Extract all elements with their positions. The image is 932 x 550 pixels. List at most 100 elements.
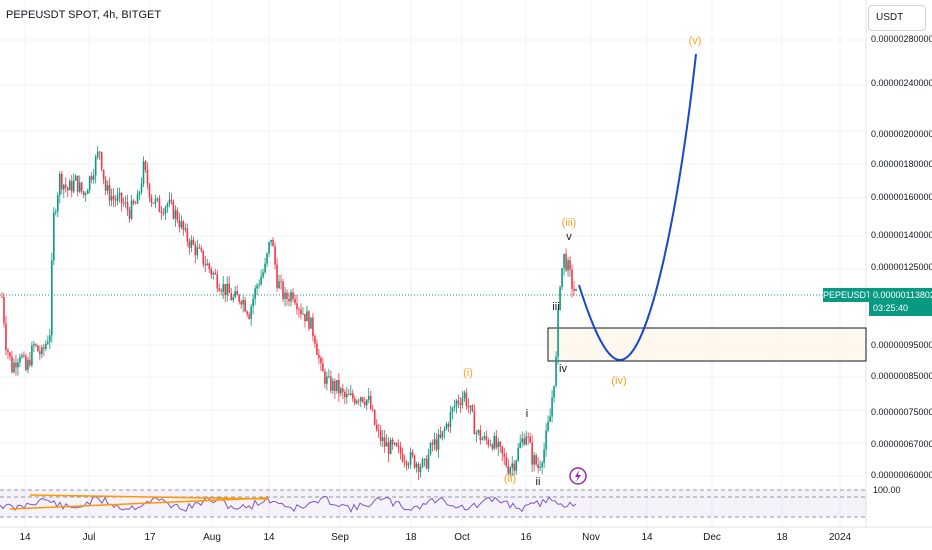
candle-body <box>294 298 296 304</box>
candle-body <box>419 466 422 472</box>
time-axis-label: Dec <box>703 532 721 543</box>
candle-body <box>349 393 352 395</box>
candle-body <box>228 283 231 294</box>
wave-label-iii-minor: (iii) <box>562 217 577 229</box>
candle-body <box>393 443 396 445</box>
candle-body <box>198 247 201 249</box>
candle-body <box>154 198 157 204</box>
candle-body <box>445 424 448 430</box>
candle-body <box>128 209 131 219</box>
elliott-projection-curve[interactable] <box>578 53 697 362</box>
candle-body <box>365 399 368 406</box>
candle-body <box>126 202 129 210</box>
candle-body <box>152 202 155 204</box>
candle-body <box>359 397 362 402</box>
candle-body <box>64 184 67 188</box>
candle-body <box>250 306 252 319</box>
candle-body <box>443 429 446 432</box>
candle-body <box>264 263 266 273</box>
candle-body <box>134 203 137 205</box>
candle-body <box>361 397 364 402</box>
candle-body <box>53 212 55 261</box>
time-axis-label: 14 <box>641 532 653 543</box>
candle-body <box>316 343 318 355</box>
candle-body <box>168 199 171 204</box>
candle-body <box>407 464 410 466</box>
candle-body <box>108 185 111 201</box>
symbol-title[interactable]: PEPEUSDT SPOT, 4h, BITGET <box>6 9 162 21</box>
currency-selector[interactable]: USDT <box>868 5 926 31</box>
time-axis-label: Aug <box>203 532 221 543</box>
wave-label-ii: ii <box>536 476 541 488</box>
candle-body <box>78 182 81 192</box>
candle-body <box>469 405 472 408</box>
candle-body <box>389 439 392 454</box>
candle-body <box>369 396 372 410</box>
candle-body <box>340 388 342 394</box>
candle-body <box>306 311 308 322</box>
candle-body <box>437 434 440 450</box>
candle-body <box>178 220 181 228</box>
candle-body <box>501 446 504 454</box>
candle-body <box>218 288 221 291</box>
wave-label-iv-minor: (iv) <box>611 375 626 387</box>
candle-body <box>166 203 169 208</box>
candle-body <box>242 300 244 305</box>
candle-body <box>82 191 85 196</box>
candle-body <box>435 439 438 450</box>
candle-body <box>557 309 559 357</box>
candle-body <box>49 335 51 342</box>
candle-body <box>124 202 127 204</box>
candle-body <box>112 196 115 200</box>
candle-body <box>521 438 523 443</box>
candle-body <box>517 447 520 461</box>
candle-body <box>347 393 350 395</box>
candle-body <box>162 212 165 214</box>
rsi-panel <box>0 489 866 518</box>
candle-body <box>140 183 143 193</box>
candle-body <box>224 284 227 296</box>
candle-body <box>232 297 234 301</box>
candle-body <box>491 444 494 449</box>
candle-body <box>429 443 432 455</box>
candle-body <box>13 362 15 373</box>
candle-body <box>150 197 153 203</box>
candle-body <box>102 169 105 180</box>
candle-body <box>387 442 390 454</box>
candle-body <box>174 210 177 219</box>
candle-body <box>47 341 49 344</box>
candle-body <box>86 189 89 194</box>
time-axis-label: Jul <box>82 532 96 543</box>
candle-body <box>45 343 47 350</box>
candle-body <box>314 336 316 344</box>
candle-body <box>230 293 233 301</box>
candle-body <box>216 274 219 289</box>
candle-body <box>27 359 29 371</box>
candle-body <box>381 437 384 441</box>
time-axis-label: Nov <box>582 532 600 543</box>
candle-body <box>385 442 388 447</box>
candle-body <box>487 439 490 446</box>
candle-body <box>80 182 83 192</box>
candle-body <box>57 195 59 212</box>
candle-body <box>25 356 27 371</box>
candle-body <box>146 169 149 185</box>
candle-body <box>66 187 69 191</box>
candle-body <box>529 436 531 443</box>
price-axis-label: 0.00000240000 <box>871 77 932 88</box>
candle-body <box>565 253 567 271</box>
candle-body <box>19 357 21 363</box>
candle-body <box>433 439 436 445</box>
candle-body <box>256 285 258 289</box>
lightning-icon[interactable] <box>569 467 587 485</box>
demand-zone[interactable] <box>547 327 867 362</box>
candle-body <box>274 246 276 265</box>
candle-body <box>503 453 506 457</box>
candle-body <box>148 184 151 198</box>
candle-body <box>326 376 328 384</box>
candle-body <box>170 199 173 202</box>
candle-body <box>214 272 217 275</box>
candle-body <box>5 323 7 351</box>
candle-body <box>391 439 394 445</box>
